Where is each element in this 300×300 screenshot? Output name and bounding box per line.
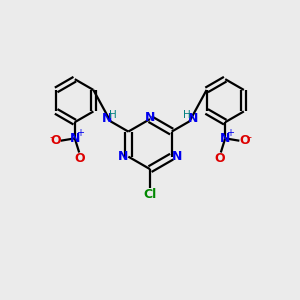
Text: +: + (76, 128, 84, 138)
Text: -: - (49, 132, 53, 142)
Text: Cl: Cl (143, 188, 157, 201)
Text: N: N (102, 112, 112, 125)
Text: O: O (75, 152, 86, 166)
Text: N: N (70, 132, 80, 145)
Text: H: H (183, 110, 191, 120)
Text: +: + (226, 128, 235, 138)
Text: N: N (172, 150, 182, 163)
Text: O: O (50, 134, 61, 147)
Text: N: N (145, 111, 155, 124)
Text: N: N (118, 150, 128, 163)
Text: O: O (239, 134, 250, 147)
Text: N: N (220, 132, 230, 145)
Text: -: - (248, 132, 251, 142)
Text: N: N (188, 112, 198, 125)
Text: H: H (109, 110, 117, 120)
Text: O: O (214, 152, 225, 166)
